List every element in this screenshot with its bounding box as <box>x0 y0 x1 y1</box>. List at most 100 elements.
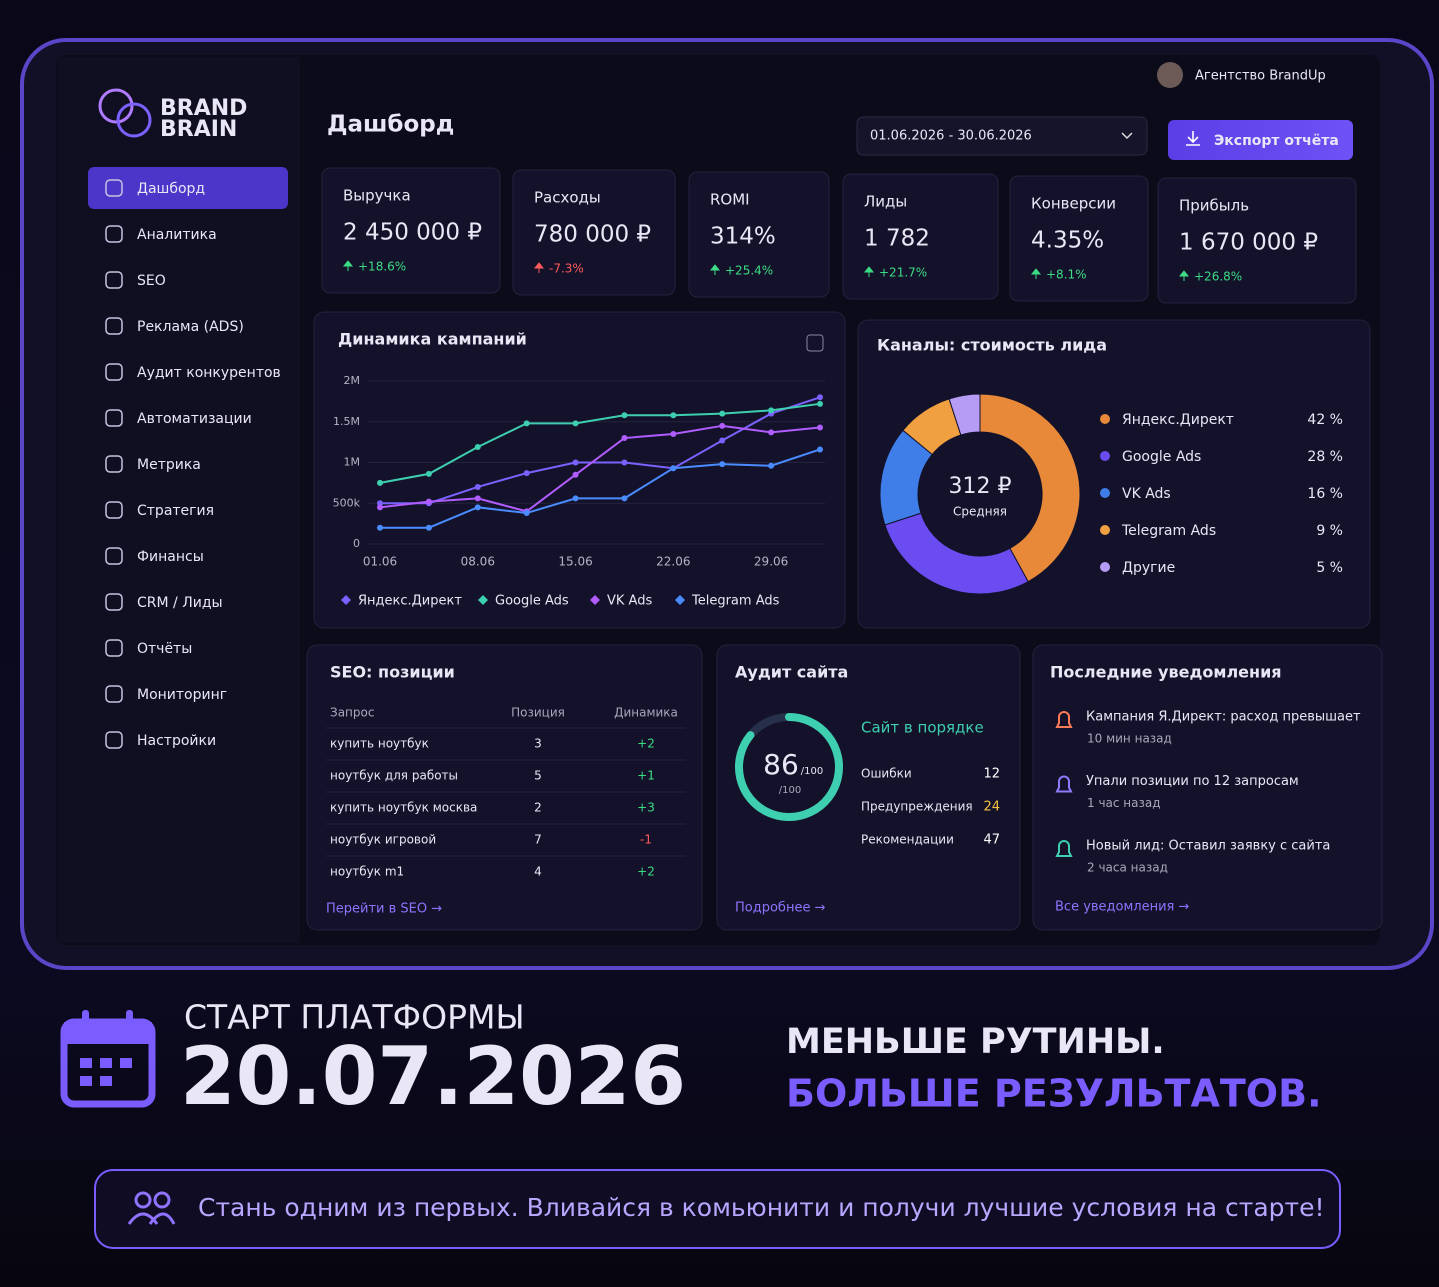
data-point <box>719 422 726 429</box>
table-cell: +2 <box>637 737 655 751</box>
data-point <box>621 459 628 466</box>
y-tick-label: 500k <box>333 496 361 509</box>
expand-icon[interactable] <box>806 334 824 352</box>
metric-value: 12 <box>983 767 1000 782</box>
legend-label[interactable]: VK Ads <box>1122 486 1171 502</box>
menu-item[interactable]: Автоматизации <box>137 411 252 427</box>
notification-time: 2 часа назад <box>1087 861 1168 875</box>
menu-item[interactable]: Аудит конкурентов <box>137 365 281 381</box>
kpi-label: Конверсии <box>1031 195 1116 213</box>
menu-item[interactable]: SEO <box>137 273 166 289</box>
kpi-change: +25.4% <box>725 264 773 278</box>
value-label: 28 % <box>1307 449 1343 465</box>
trend-icon <box>533 262 545 273</box>
legend-label[interactable]: Google Ads <box>1122 449 1201 465</box>
link[interactable]: Перейти в SEO → <box>326 902 442 917</box>
trend-icon <box>1030 268 1042 279</box>
menu-item[interactable]: Отчёты <box>137 641 192 657</box>
menu-item[interactable]: Стратегия <box>137 503 214 519</box>
menu-icon <box>105 731 123 749</box>
link[interactable]: Все уведомления → <box>1055 900 1190 915</box>
kpi-label: Лиды <box>864 193 907 211</box>
table-cell: 7 <box>534 833 542 847</box>
legend-label[interactable]: Яндекс.Директ <box>1122 412 1234 428</box>
menu-item[interactable]: Финансы <box>137 549 204 565</box>
kpi-card <box>1157 177 1357 304</box>
data-point <box>670 465 677 472</box>
kpi-value: 780 000 ₽ <box>534 222 651 248</box>
menu-item[interactable]: Настройки <box>137 733 216 749</box>
donut-segment <box>884 512 1029 595</box>
kpi-value: 2 450 000 ₽ <box>343 220 482 246</box>
data-point <box>817 446 823 453</box>
date-picker[interactable] <box>856 116 1148 156</box>
kpi-change: +8.1% <box>1046 268 1087 282</box>
legend-marker <box>1100 525 1110 535</box>
y-tick-label: 1.5M <box>333 415 360 428</box>
menu-item[interactable]: Аналитика <box>137 227 217 243</box>
menu-item[interactable]: CRM / Лиды <box>137 595 223 611</box>
menu-item[interactable]: Мониторинг <box>137 687 227 703</box>
x-tick-label: 22.06 <box>656 555 690 569</box>
account-name[interactable]: Агентство BrandUp <box>1195 69 1326 84</box>
cta-box[interactable] <box>94 1169 1341 1249</box>
legend-marker <box>1100 488 1110 498</box>
x-tick-label: 29.06 <box>754 555 788 569</box>
card-title: Последние уведомления <box>1050 663 1282 682</box>
data-point <box>474 504 481 511</box>
export-button[interactable] <box>1168 120 1353 160</box>
x-tick-label: 08.06 <box>461 555 495 569</box>
metric-value: 24 <box>983 800 1000 815</box>
kpi-change: +21.7% <box>879 266 927 280</box>
menu-item[interactable]: Дашборд <box>137 181 205 197</box>
data-point <box>474 495 481 502</box>
legend-label[interactable]: Яндекс.Директ <box>358 594 462 609</box>
legend-marker <box>675 595 685 605</box>
donut-center-label: Средняя <box>953 505 1007 519</box>
legend-label[interactable]: Telegram Ads <box>1121 523 1216 539</box>
table-cell: 3 <box>534 737 542 751</box>
kpi-label: ROMI <box>710 191 750 209</box>
legend-label[interactable]: VK Ads <box>607 594 652 609</box>
table-cell: -1 <box>640 833 652 847</box>
menu-item[interactable]: Реклама (ADS) <box>137 319 244 335</box>
data-point <box>474 444 481 451</box>
notification-text[interactable]: Новый лид: Оставил заявку с сайта <box>1086 839 1330 854</box>
notification-text[interactable]: Упали позиции по 12 запросам <box>1086 774 1299 789</box>
data-point <box>719 437 726 444</box>
table-cell: +3 <box>637 801 655 815</box>
seo-card <box>306 644 703 931</box>
menu-item-active[interactable] <box>88 167 288 209</box>
menu-icon <box>105 363 123 381</box>
menu-icon <box>105 179 123 197</box>
table-header: Запрос <box>330 706 374 720</box>
score-value: 86 <box>763 748 799 781</box>
data-point <box>572 471 579 478</box>
table-cell: 4 <box>534 865 542 879</box>
legend-label[interactable]: Telegram Ads <box>691 594 780 609</box>
notification-text[interactable]: Кампания Я.Директ: расход превышает <box>1086 710 1361 725</box>
data-point <box>425 524 432 531</box>
menu-icon <box>105 317 123 335</box>
date-range: 01.06.2026 - 30.06.2026 <box>870 129 1032 144</box>
score-ring <box>735 713 843 821</box>
data-point <box>377 479 383 486</box>
card-title: Аудит сайта <box>735 663 848 682</box>
table-cell: 5 <box>534 769 542 783</box>
table-header: Динамика <box>614 706 678 720</box>
link[interactable]: Подробнее → <box>735 901 826 916</box>
data-point <box>670 412 677 419</box>
trend-icon <box>342 260 354 271</box>
menu-item[interactable]: Метрика <box>137 457 201 473</box>
card-title: SEO: позиции <box>330 663 455 682</box>
legend-label[interactable]: Google Ads <box>495 594 569 609</box>
y-tick-label: 2M <box>344 374 361 387</box>
data-point <box>670 430 677 437</box>
menu-icon <box>105 547 123 565</box>
data-point <box>377 524 383 531</box>
menu-icon <box>105 271 123 289</box>
table-cell: ноутбук игровой <box>330 833 436 847</box>
legend-label[interactable]: Другие <box>1122 560 1175 576</box>
data-point <box>817 394 823 401</box>
